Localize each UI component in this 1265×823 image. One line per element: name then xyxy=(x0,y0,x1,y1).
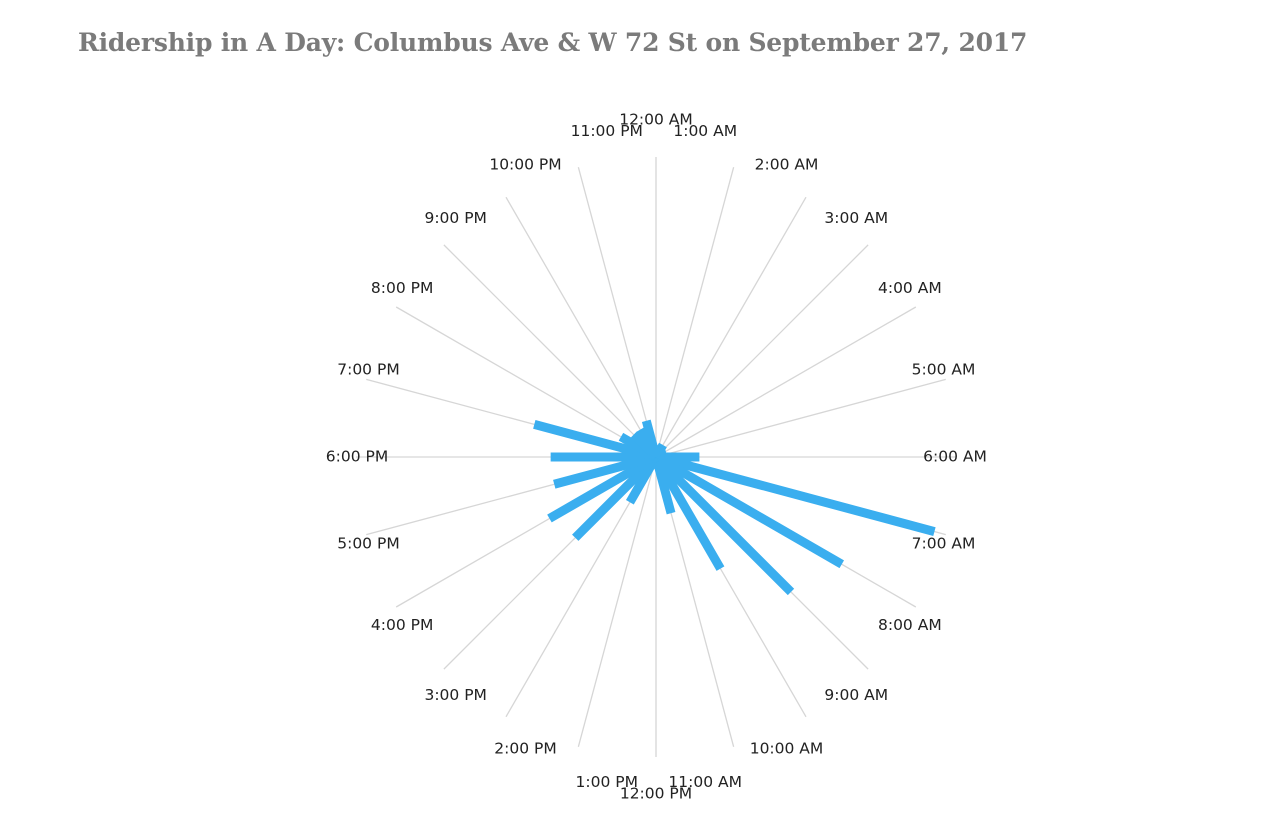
spoke-4-00-am xyxy=(655,306,917,458)
spoke-10-00-pm xyxy=(505,196,657,458)
label-9-00-pm: 9:00 PM xyxy=(424,209,486,227)
spoke-11-00-pm xyxy=(577,167,657,458)
label-5-00-am: 5:00 AM xyxy=(912,360,976,378)
label-6-00-am: 6:00 AM xyxy=(923,448,987,466)
chart-title: Ridership in A Day: Columbus Ave & W 72 … xyxy=(78,28,1028,57)
bar-9-00-am xyxy=(652,453,795,596)
label-7-00-am: 7:00 AM xyxy=(912,535,976,553)
label-8-00-am: 8:00 AM xyxy=(878,616,942,634)
label-5-00-pm: 5:00 PM xyxy=(337,535,399,553)
bar-5-00-pm xyxy=(553,452,658,489)
bar-3-00-pm xyxy=(572,453,660,541)
label-9-00-am: 9:00 AM xyxy=(824,686,888,704)
label-7-00-pm: 7:00 PM xyxy=(337,360,399,378)
label-12-00-pm: 12:00 PM xyxy=(620,785,692,803)
spoke-8-00-pm xyxy=(395,306,657,458)
spoke-9-00-pm xyxy=(443,244,657,458)
label-8-00-pm: 8:00 PM xyxy=(371,279,433,297)
spoke-5-00-am xyxy=(655,378,946,458)
label-11-00-am: 11:00 AM xyxy=(668,773,742,791)
bar-8-00-am xyxy=(653,453,845,569)
label-11-00-pm: 11:00 PM xyxy=(571,122,643,140)
bar-4-00-pm xyxy=(547,453,659,523)
label-10-00-am: 10:00 AM xyxy=(750,739,824,757)
bar-7-00-pm xyxy=(533,420,658,462)
label-1-00-am: 1:00 AM xyxy=(673,122,737,140)
hour-labels: 12:00 AM1:00 AM 2:00 AM 3:00 AM 4:00 AM 5:00… xyxy=(326,111,987,803)
label-6-00-pm: 6:00 PM xyxy=(326,448,388,466)
label-2-00-pm: 2:00 PM xyxy=(494,739,556,757)
spoke-1-00-am xyxy=(655,167,735,458)
hour-bars xyxy=(533,419,936,596)
bar-10-00-am xyxy=(652,454,725,571)
label-4-00-pm: 4:00 PM xyxy=(371,616,433,634)
spoke-2-00-am xyxy=(655,196,807,458)
spoke-3-00-am xyxy=(655,244,869,458)
bar-7-00-am xyxy=(654,452,936,536)
spoke-1-00-pm xyxy=(577,456,657,747)
label-1-00-pm: 1:00 PM xyxy=(576,773,638,791)
label-4-00-am: 4:00 AM xyxy=(878,279,942,297)
label-10-00-pm: 10:00 PM xyxy=(489,156,561,174)
bar-11-00-am xyxy=(651,455,676,515)
bar-11-00-pm xyxy=(641,419,661,459)
label-3-00-pm: 3:00 PM xyxy=(424,686,486,704)
label-3-00-am: 3:00 AM xyxy=(824,209,888,227)
label-2-00-am: 2:00 AM xyxy=(755,156,819,174)
label-12-00-am: 12:00 AM xyxy=(619,111,693,129)
